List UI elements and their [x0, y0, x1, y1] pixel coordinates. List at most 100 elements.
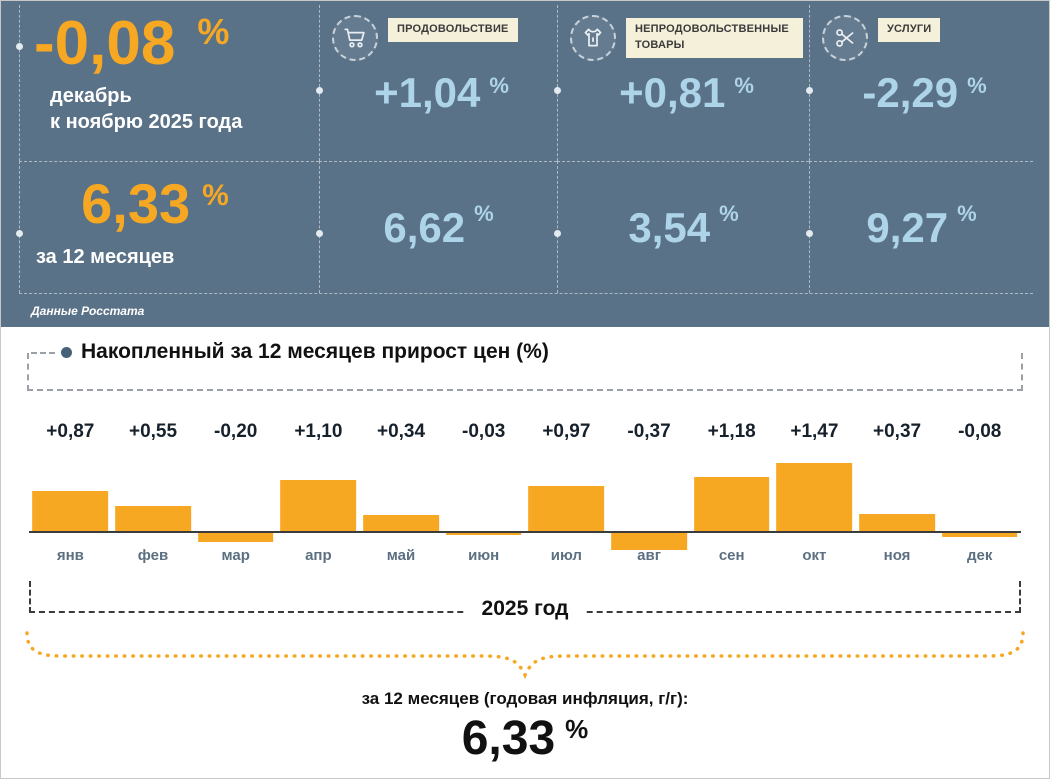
chart-column: +0,87 янв [29, 421, 112, 571]
bar-value-label: -0,03 [462, 421, 506, 442]
label-month: декабрь [50, 85, 132, 107]
services-monthly-number: -2,29 [862, 69, 959, 116]
month-label: окт [802, 547, 827, 564]
month-label: мар [221, 547, 250, 564]
cart-icon [332, 15, 378, 61]
food-header: ПРОДОВОЛЬСТВИЕ [332, 15, 551, 61]
chart-column: -0,20 мар [194, 421, 277, 571]
clothes-icon [570, 15, 616, 61]
percent-sign: % [719, 200, 739, 226]
goods-label: НЕПРОДОВОЛЬСТВЕННЫЕ ТОВАРЫ [626, 18, 803, 58]
bar [197, 533, 274, 542]
bar-value-label: +0,97 [542, 421, 591, 442]
month-label: фев [137, 547, 169, 564]
bar [941, 533, 1018, 537]
chart-column: +0,97 июл [525, 421, 608, 571]
food-yearly-value: 6,62% [320, 162, 557, 293]
bar-value-label: +0,34 [376, 421, 426, 442]
headline-monthly-value: -0,08% [34, 13, 319, 75]
percent-sign: % [202, 179, 229, 212]
month-label: авг [637, 547, 661, 564]
month-label: сен [718, 547, 745, 564]
summary-panel: -0,08% декабрь к ноябрю 2025 года ПРОДОВ… [1, 1, 1049, 327]
bar-chart-columns: +0,87 янв +0,55 фев -0,20 мар +1,10 апр +0,34 май… [29, 421, 1021, 571]
services-monthly-value: -2,29% [822, 69, 1027, 117]
bar [859, 514, 935, 531]
annual-inflation-value: 6,33% [21, 711, 1029, 766]
bar [445, 533, 522, 535]
goods-yearly-value: 3,54% [558, 162, 809, 293]
bar-value-label: +1,47 [790, 421, 839, 442]
bar-value-label: -0,20 [214, 421, 258, 442]
services-yearly-cell: 9,27% [806, 161, 1033, 293]
curly-brace-icon [25, 631, 1025, 680]
services-yearly-number: 9,27 [866, 203, 949, 251]
bar-value-label: +0,37 [873, 421, 922, 442]
month-label: апр [305, 547, 332, 564]
food-yearly-number: 6,62 [383, 203, 466, 251]
services-label: УСЛУГИ [878, 18, 941, 42]
headline-yearly-cell: 6,33% за 12 месяцев [16, 161, 319, 293]
chart-column: -0,37 авг [608, 421, 691, 571]
food-label: ПРОДОВОЛЬСТВИЕ [388, 18, 518, 42]
bar-value-label: -0,37 [627, 421, 671, 442]
chart-column: +0,34 май [360, 421, 443, 571]
chart-column: -0,08 дек [938, 421, 1021, 571]
bar-value-label: -0,08 [958, 421, 1002, 442]
percent-sign: % [734, 73, 754, 98]
month-label: янв [56, 547, 84, 564]
chart-title: Накопленный за 12 месяцев прирост цен (%… [81, 340, 559, 364]
x-axis-line [29, 531, 1021, 533]
bracket-right-tick [1019, 581, 1021, 613]
bar-value-label: +1,10 [294, 421, 343, 442]
food-yearly-cell: 6,62% [316, 161, 557, 293]
percent-sign: % [474, 200, 494, 226]
food-cell: ПРОДОВОЛЬСТВИЕ +1,04% [316, 5, 557, 161]
bar [528, 486, 605, 531]
bullet-icon [61, 346, 72, 358]
percent-sign: % [967, 73, 987, 98]
headline-yearly-label: за 12 месяцев [36, 246, 175, 268]
bar [611, 533, 687, 550]
bar-value-label: +0,87 [46, 421, 95, 442]
bar-value-label: +1,18 [707, 421, 756, 442]
goods-yearly-number: 3,54 [628, 203, 711, 251]
services-yearly-value: 9,27% [810, 162, 1033, 293]
headline-monthly-cell: -0,08% декабрь к ноябрю 2025 года [16, 5, 319, 161]
month-label: июн [468, 547, 500, 564]
data-source: Данные Росстата [19, 293, 1033, 327]
services-header: УСЛУГИ [822, 15, 1027, 61]
bar [280, 480, 357, 531]
bar [693, 477, 770, 531]
month-label: ноя [883, 547, 911, 564]
percent-sign: % [565, 714, 589, 744]
chart-column: +0,55 фев [112, 421, 195, 571]
bar-value-label: +0,55 [128, 421, 178, 442]
percent-sign: % [489, 73, 509, 98]
bar [32, 491, 109, 531]
chart-column: +1,47 окт [773, 421, 856, 571]
bracket-left-tick [29, 581, 31, 613]
chart-title-row: Накопленный за 12 месяцев прирост цен (%… [29, 340, 559, 364]
yearly-number: 6,33 [81, 172, 191, 235]
annual-inflation-number: 6,33 [461, 712, 556, 765]
monthly-number: -0,08 [34, 9, 176, 78]
services-cell: УСЛУГИ -2,29% [806, 5, 1033, 161]
annual-inflation-label: за 12 месяцев (годовая инфляция, г/г): [361, 689, 689, 708]
scissors-icon [822, 15, 868, 61]
goods-monthly-number: +0,81 [619, 69, 726, 116]
month-label: дек [967, 547, 993, 564]
month-label: май [386, 547, 416, 564]
food-monthly-number: +1,04 [374, 69, 481, 116]
goods-header: НЕПРОДОВОЛЬСТВЕННЫЕ ТОВАРЫ [570, 15, 803, 61]
percent-sign: % [197, 11, 230, 52]
goods-yearly-cell: 3,54% [554, 161, 809, 293]
bar [115, 506, 191, 531]
label-comparison: к ноябрю 2025 года [50, 111, 243, 133]
chart-column: +1,18 сен [690, 421, 773, 571]
bar-chart: +0,87 янв +0,55 фев -0,20 мар +1,10 апр +0,34 май… [29, 421, 1021, 571]
headline-monthly-label: декабрь к ноябрю 2025 года [34, 83, 319, 135]
goods-monthly-value: +0,81% [570, 69, 803, 117]
goods-cell: НЕПРОДОВОЛЬСТВЕННЫЕ ТОВАРЫ +0,81% [554, 5, 809, 161]
percent-sign: % [957, 200, 977, 226]
